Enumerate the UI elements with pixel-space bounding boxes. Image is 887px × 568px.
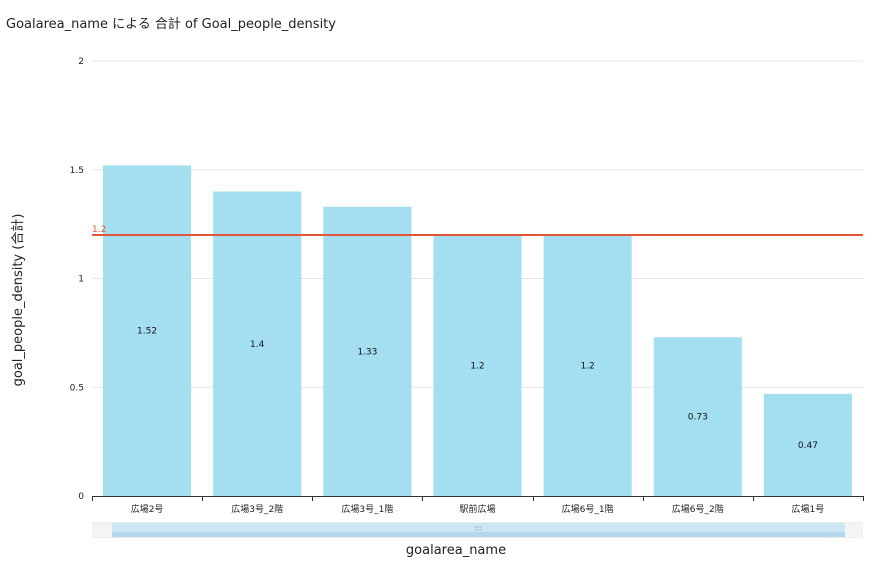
bar — [543, 235, 632, 496]
bar — [653, 337, 742, 496]
y-axis-title: goal_people_density (合計) — [10, 214, 26, 387]
y-tick-label: 0.5 — [70, 383, 84, 393]
x-tick-label: 広場1号 — [792, 503, 825, 515]
x-tick-label: 広場3号_2階 — [231, 503, 283, 515]
bar-value-label: 1.2 — [580, 362, 594, 372]
bar — [433, 235, 522, 496]
bar-value-label: 0.47 — [798, 441, 818, 451]
scrollbar-grip-icon — [474, 526, 482, 531]
chart-title: Goalarea_name による 合計 of Goal_people_dens… — [6, 17, 336, 32]
reference-line-label: 1.2 — [92, 225, 106, 235]
bar-value-label: 1.2 — [470, 362, 484, 372]
y-tick-label: 0 — [78, 492, 84, 502]
bar — [763, 393, 852, 496]
reference-line-group: 1.2 — [92, 225, 863, 236]
bar-value-label: 1.52 — [137, 327, 157, 337]
x-tick-label: 広場6号_1階 — [562, 503, 614, 515]
y-tick-label: 2 — [78, 57, 84, 67]
x-tick-label: 広場2号 — [131, 503, 164, 515]
x-tick-label: 広場3号_1階 — [341, 503, 393, 515]
bar-value-label: 1.33 — [357, 347, 377, 357]
data-labels: 1.52 1.4 1.33 1.2 1.2 0.73 0.47 — [137, 327, 818, 451]
bar-value-label: 0.73 — [688, 413, 708, 423]
bar — [323, 206, 412, 496]
bar — [213, 191, 302, 496]
horizontal-scrollbar[interactable] — [92, 522, 863, 538]
x-tick-label: 広場6号_2階 — [672, 503, 724, 515]
bar-value-label: 1.4 — [250, 340, 265, 350]
x-axis-title: goalarea_name — [406, 543, 506, 558]
bar — [103, 165, 192, 496]
y-tick-label: 1.5 — [70, 166, 84, 176]
y-tick-label: 1 — [78, 275, 84, 285]
bars — [103, 165, 852, 496]
x-tick-label: 駅前広場 — [459, 503, 495, 515]
